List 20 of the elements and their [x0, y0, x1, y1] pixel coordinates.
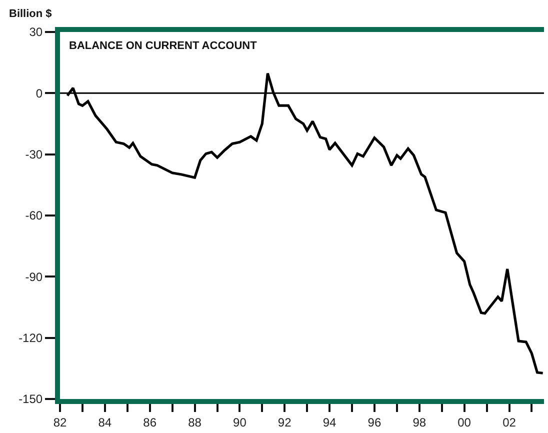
y-tick-label: -60	[25, 208, 43, 223]
y-axis-title: Billion $	[9, 8, 52, 20]
x-tick-label: 92	[278, 415, 292, 430]
x-tick-label: 88	[188, 415, 202, 430]
x-tick-label: 02	[502, 415, 516, 430]
x-tick-label: 00	[458, 415, 472, 430]
y-tick-label: 0	[36, 86, 43, 100]
y-tick-label: -150	[18, 392, 43, 406]
x-tick-label: 96	[368, 415, 382, 430]
x-tick-label: 84	[98, 415, 112, 430]
x-tick-label: 98	[412, 415, 426, 430]
x-tick-label: 82	[53, 415, 67, 430]
y-tick-label: -90	[25, 270, 43, 284]
y-tick-label: -120	[18, 331, 43, 346]
x-tick-label: 86	[143, 415, 157, 430]
x-tick-label: 90	[233, 415, 247, 430]
text: BALANCE ON CURRENT ACCOUNT	[69, 40, 258, 52]
y-tick-label: 30	[29, 25, 43, 40]
x-tick-label: 94	[322, 415, 337, 430]
y-tick-label: -30	[25, 148, 43, 162]
